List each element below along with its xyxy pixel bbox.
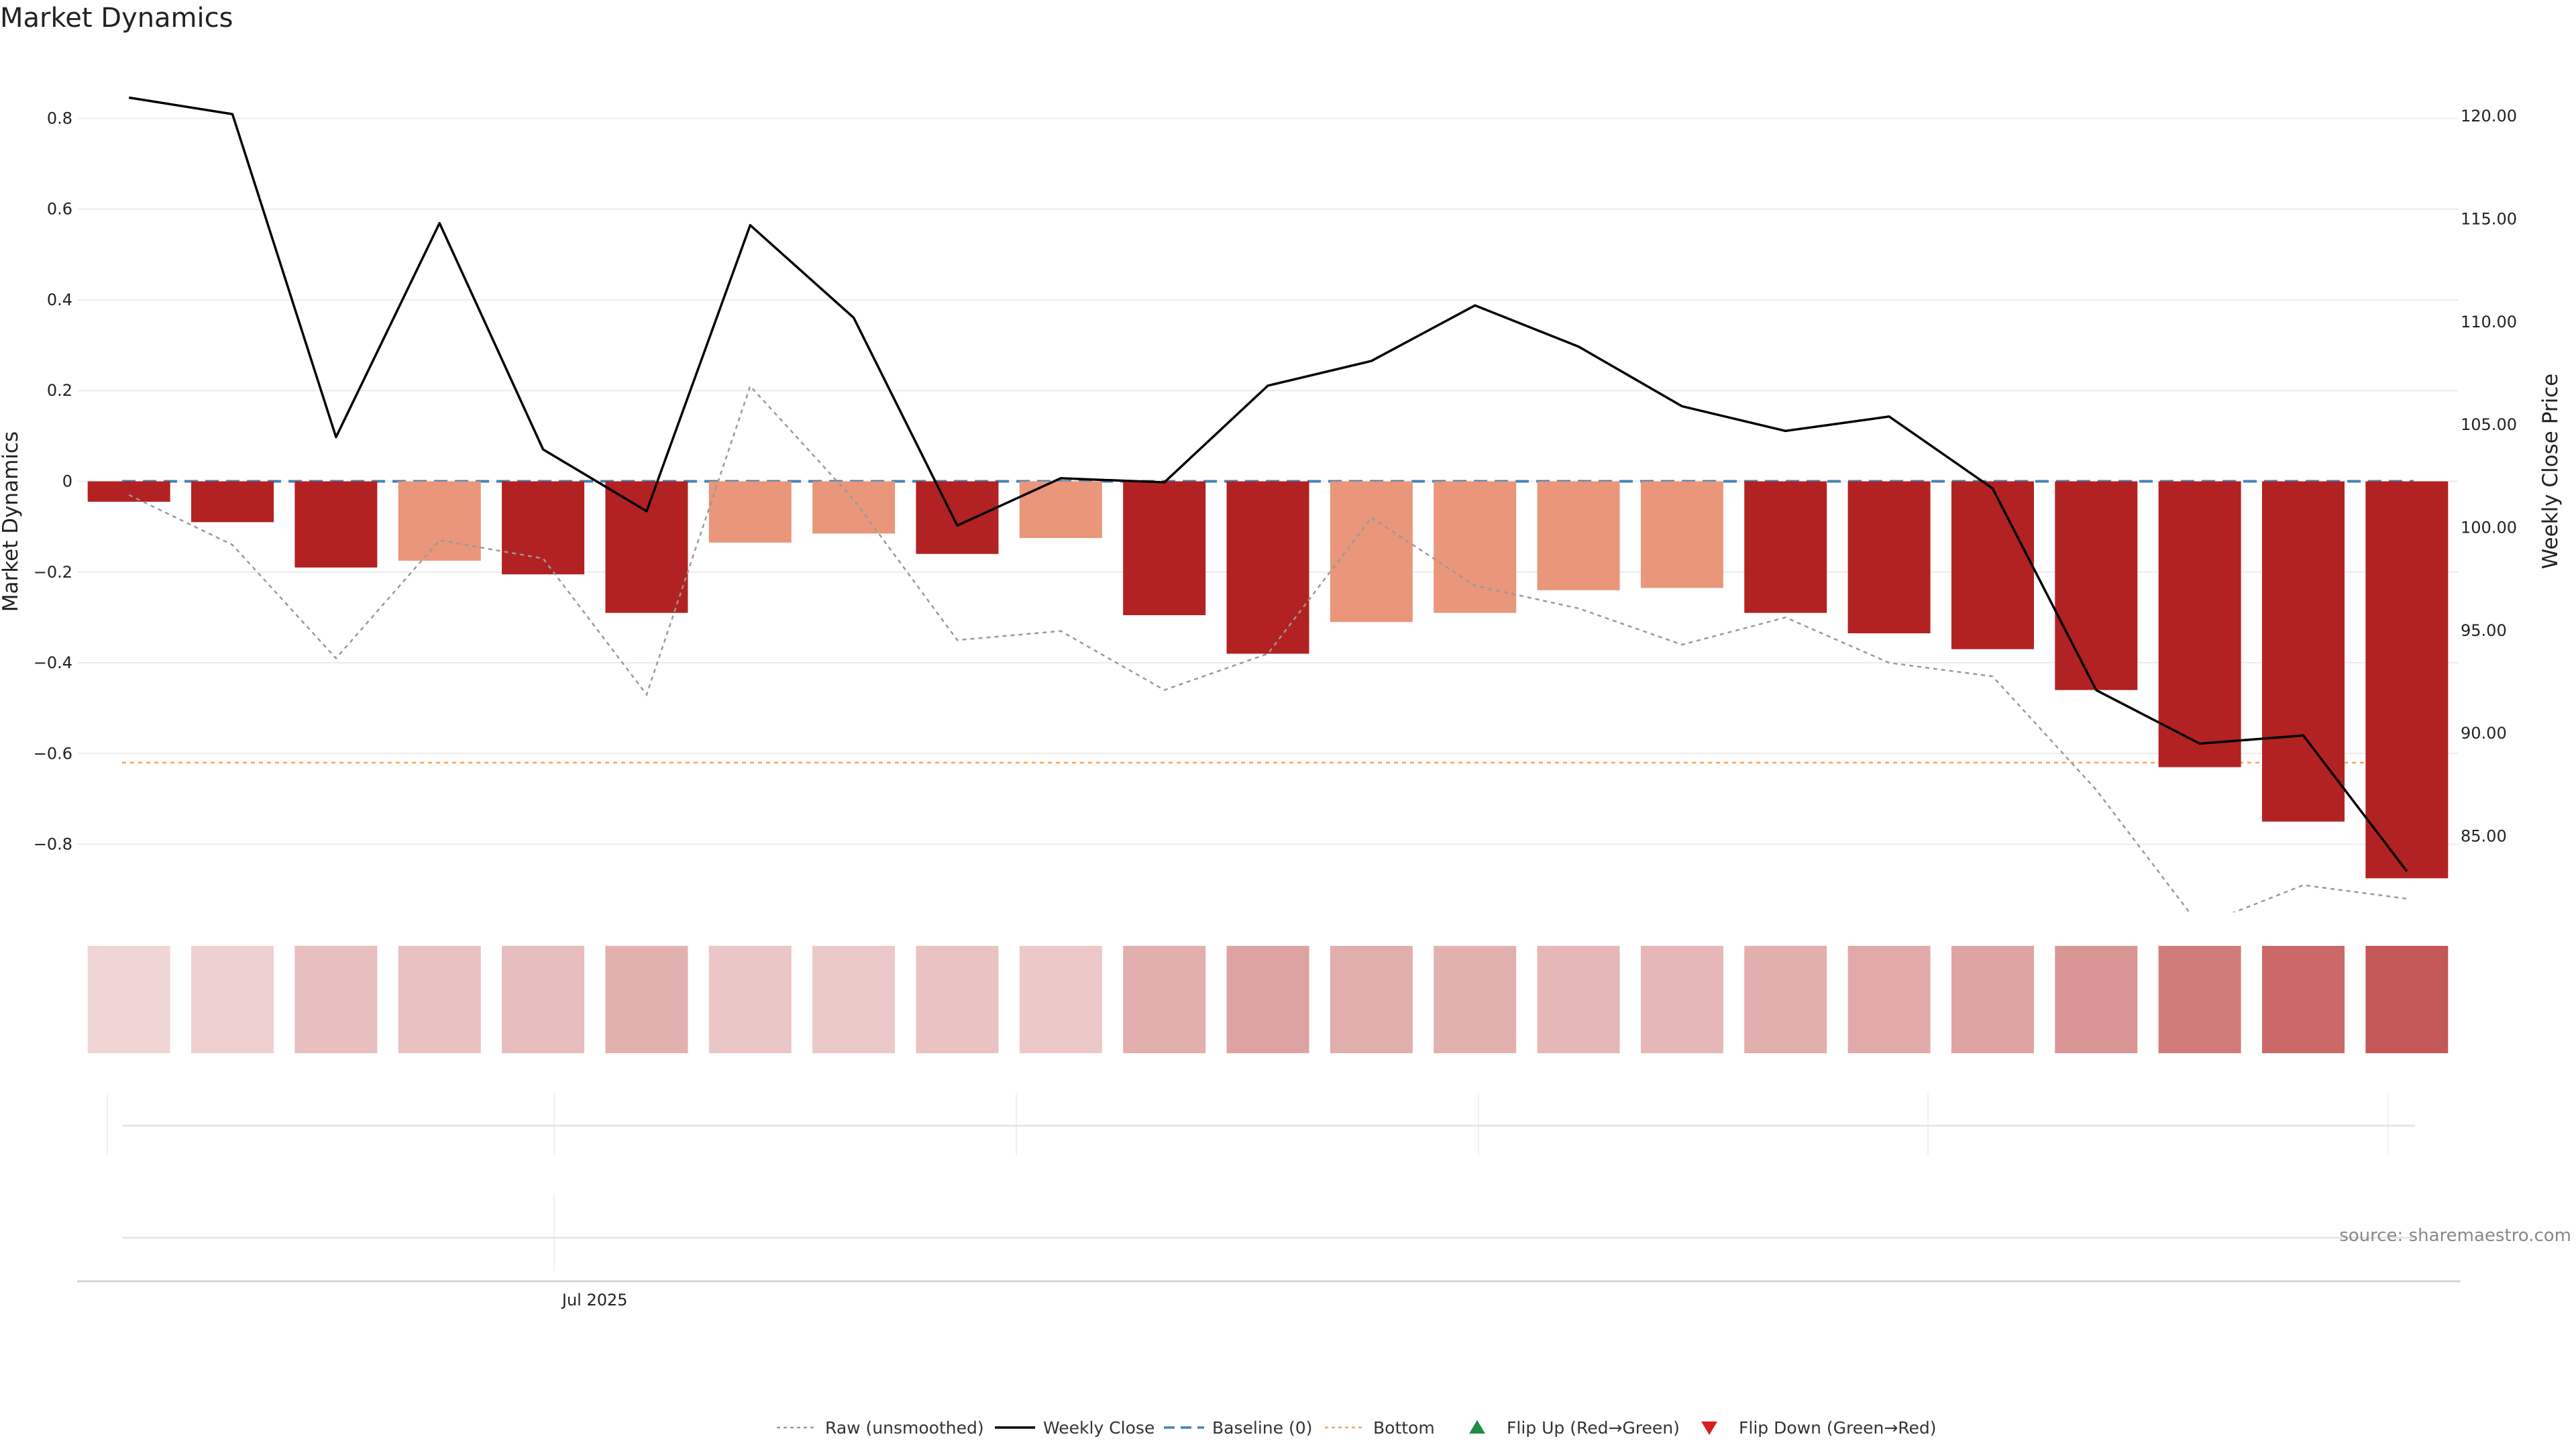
y2-tick-label: 85.00 bbox=[2461, 827, 2507, 846]
intensity-cell bbox=[1019, 946, 1102, 1053]
intensity-cell bbox=[708, 946, 792, 1053]
legend-label: Flip Down (Green→Red) bbox=[1739, 1418, 1937, 1438]
lines-layer bbox=[128, 96, 2408, 912]
x-tick-label: Jul 2025 bbox=[561, 1291, 628, 1309]
bar bbox=[1744, 481, 1827, 613]
y-tick-label: 0.4 bbox=[47, 290, 72, 309]
intensity-cell bbox=[1537, 946, 1620, 1053]
flip-up-triangle-icon bbox=[1469, 1420, 1485, 1434]
intensity-cell bbox=[294, 946, 378, 1053]
intensity-cell bbox=[191, 946, 274, 1053]
intensity-cell bbox=[1330, 946, 1413, 1053]
axes-layer: 0.8 0.6 0.4 0.2 0 −0.2 −0.4 −0.6 −0.8 120.00 115.0… bbox=[0, 107, 2563, 853]
intensity-cell bbox=[398, 946, 481, 1053]
weekly-close-line bbox=[128, 96, 2408, 872]
y2-tick-label: 115.00 bbox=[2461, 209, 2517, 228]
bar bbox=[87, 481, 170, 502]
legend-label: Weekly Close bbox=[1043, 1418, 1155, 1438]
bar bbox=[1951, 481, 2034, 649]
y-axis-title: Market Dynamics bbox=[0, 431, 23, 612]
bar bbox=[2261, 481, 2345, 822]
y2-tick-label: 105.00 bbox=[2461, 415, 2517, 434]
y2-axis-title: Weekly Close Price bbox=[2538, 374, 2563, 570]
y-tick-label: −0.4 bbox=[34, 653, 72, 672]
legend: Raw (unsmoothed) Weekly Close Baseline (0)… bbox=[777, 1418, 1937, 1438]
y-tick-label: 0.2 bbox=[47, 381, 72, 400]
bar bbox=[708, 481, 792, 543]
y2-tick-label: 120.00 bbox=[2461, 107, 2517, 125]
bar bbox=[398, 481, 481, 561]
intensity-cell bbox=[2365, 946, 2449, 1053]
intensity-cell bbox=[812, 946, 896, 1053]
bar bbox=[1123, 481, 1206, 616]
intensity-cell bbox=[1123, 946, 1206, 1053]
bar bbox=[1640, 481, 1723, 588]
bar bbox=[191, 481, 274, 523]
legend-label: Baseline (0) bbox=[1212, 1418, 1312, 1438]
intensity-cell bbox=[916, 946, 999, 1053]
intensity-cell bbox=[1226, 946, 1309, 1053]
bar bbox=[294, 481, 378, 568]
intensity-cell bbox=[502, 946, 585, 1053]
bar bbox=[2365, 481, 2449, 879]
bar bbox=[502, 481, 585, 575]
flip-down-triangle-icon bbox=[1701, 1421, 1717, 1435]
bar bbox=[1226, 481, 1309, 654]
intensity-cell bbox=[87, 946, 170, 1053]
bar bbox=[812, 481, 896, 534]
y-tick-label: −0.8 bbox=[34, 835, 72, 854]
y2-tick-label: 100.00 bbox=[2461, 519, 2517, 537]
intensity-cell bbox=[2055, 946, 2138, 1053]
y2-tick-label: 110.00 bbox=[2461, 313, 2517, 331]
lower-panels: Jul 2025 bbox=[77, 1093, 2461, 1309]
intensity-cell bbox=[1847, 946, 1931, 1053]
y-tick-label: 0.8 bbox=[47, 109, 72, 127]
intensity-cell bbox=[2261, 946, 2345, 1053]
intensity-cell bbox=[1434, 946, 1517, 1053]
bar bbox=[1330, 481, 1413, 623]
bar bbox=[1434, 481, 1517, 613]
legend-label: Flip Up (Red→Green) bbox=[1507, 1418, 1680, 1438]
intensity-cell bbox=[2158, 946, 2241, 1053]
intensity-cell bbox=[1744, 946, 1827, 1053]
y-tick-label: 0 bbox=[62, 472, 72, 491]
bars-layer bbox=[87, 481, 2449, 879]
bar bbox=[2055, 481, 2138, 690]
y2-tick-label: 90.00 bbox=[2461, 724, 2507, 743]
y-tick-label: −0.2 bbox=[34, 563, 72, 582]
y-tick-label: 0.6 bbox=[47, 200, 72, 219]
intensity-cell bbox=[1951, 946, 2034, 1053]
bar bbox=[1019, 481, 1102, 539]
y-tick-label: −0.6 bbox=[34, 744, 72, 763]
legend-label: Raw (unsmoothed) bbox=[825, 1418, 984, 1438]
bar bbox=[1847, 481, 1931, 634]
chart-title: Market Dynamics bbox=[0, 3, 233, 34]
bar bbox=[916, 481, 999, 554]
intensity-strip bbox=[87, 946, 2449, 1053]
source-note: source: sharemaestro.com bbox=[2339, 1226, 2571, 1246]
y2-tick-label: 95.00 bbox=[2461, 621, 2507, 640]
bar bbox=[605, 481, 688, 613]
bar bbox=[1537, 481, 1620, 590]
intensity-cell bbox=[605, 946, 688, 1053]
bar bbox=[2158, 481, 2241, 767]
intensity-cell bbox=[1640, 946, 1723, 1053]
legend-label: Bottom bbox=[1373, 1418, 1435, 1438]
